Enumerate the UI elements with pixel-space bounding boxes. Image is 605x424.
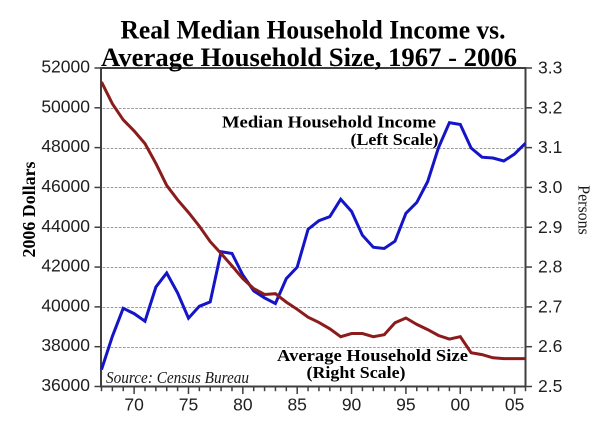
svg-text:00: 00: [451, 395, 471, 415]
svg-text:52000: 52000: [41, 57, 90, 77]
svg-text:3.2: 3.2: [538, 97, 562, 117]
svg-text:75: 75: [179, 395, 198, 415]
svg-text:90: 90: [342, 395, 362, 415]
svg-text:(Left Scale): (Left Scale): [351, 130, 439, 149]
svg-text:05: 05: [505, 395, 524, 415]
svg-text:3.3: 3.3: [538, 58, 562, 78]
svg-text:Source: Census Bureau: Source: Census Bureau: [106, 368, 249, 387]
svg-text:42000: 42000: [41, 256, 90, 276]
svg-text:Median Household Income: Median Household Income: [222, 113, 436, 132]
svg-text:Average Household Size: Average Household Size: [277, 346, 468, 365]
svg-text:Real Median Household Income v: Real Median Household Income vs.: [121, 16, 506, 45]
svg-text:2006 Dollars: 2006 Dollars: [19, 162, 39, 258]
svg-text:80: 80: [233, 395, 253, 415]
svg-text:Persons: Persons: [575, 185, 594, 235]
svg-text:2.9: 2.9: [538, 217, 562, 237]
svg-text:85: 85: [287, 395, 306, 415]
svg-text:Average Household Size, 1967 -: Average Household Size, 1967 - 2006: [101, 43, 517, 72]
svg-text:48000: 48000: [41, 136, 90, 156]
svg-text:2.8: 2.8: [538, 257, 562, 277]
svg-text:46000: 46000: [41, 176, 90, 196]
svg-text:36000: 36000: [41, 375, 90, 395]
svg-text:70: 70: [124, 395, 144, 415]
svg-text:2.5: 2.5: [538, 376, 562, 396]
svg-text:95: 95: [396, 395, 415, 415]
svg-text:38000: 38000: [41, 335, 90, 355]
svg-text:44000: 44000: [41, 216, 90, 236]
svg-text:2.6: 2.6: [538, 336, 562, 356]
svg-text:40000: 40000: [41, 295, 90, 315]
svg-text:50000: 50000: [41, 96, 90, 116]
svg-text:2.7: 2.7: [538, 296, 562, 316]
svg-text:3.1: 3.1: [538, 137, 562, 157]
svg-text:3.0: 3.0: [538, 177, 563, 197]
svg-text:(Right Scale): (Right Scale): [307, 363, 406, 382]
